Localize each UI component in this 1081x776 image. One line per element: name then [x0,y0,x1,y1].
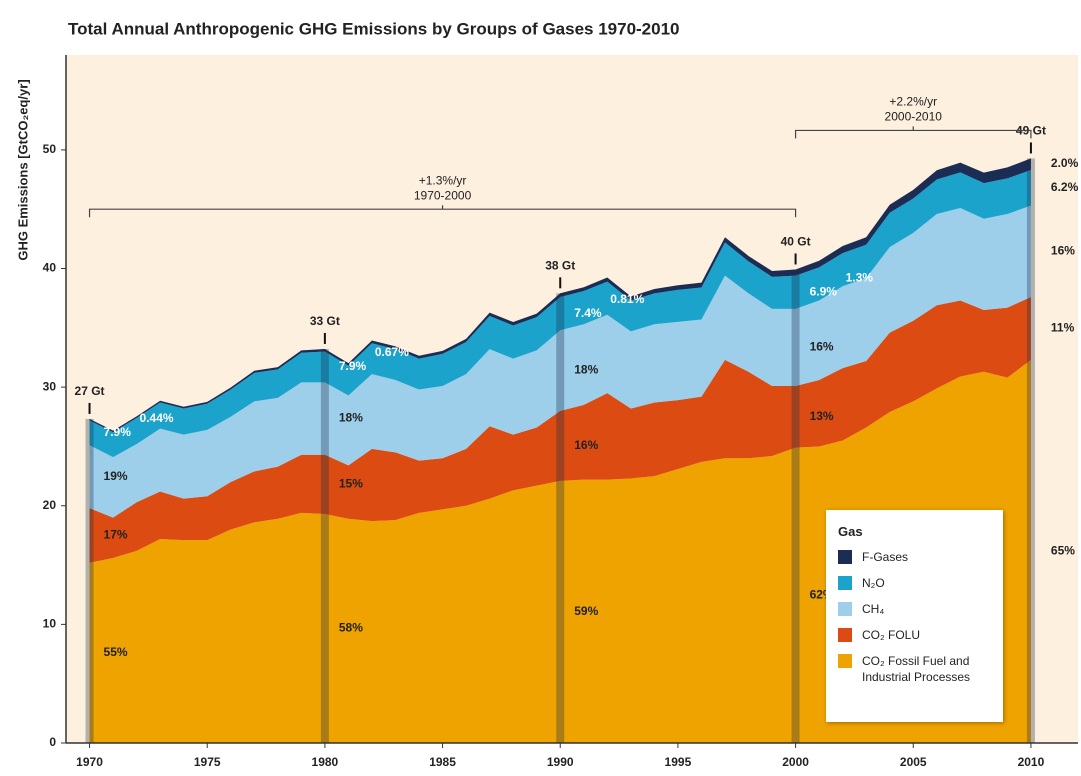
bracket [88,205,797,218]
x-tick-label: 1995 [665,755,692,769]
chart-title: Total Annual Anthropogenic GHG Emissions… [68,19,680,38]
share-label: 65% [1051,544,1075,558]
x-tick-label: 1975 [194,755,221,769]
legend-swatch [838,602,852,616]
y-tick-label: 20 [43,498,57,512]
area [89,296,1031,563]
share-label: 0.44% [140,411,174,425]
legend-item: F-Gases [838,549,991,565]
share-label: 59% [574,604,598,618]
bracket-sublabel: 2000-2010 [885,110,943,124]
legend-swatch [838,654,852,668]
marker-column [1026,158,1035,743]
share-label: 18% [574,363,598,377]
marker-column [85,418,94,743]
legend-label: N₂O [862,576,885,590]
legend-item: N₂O [838,575,991,591]
y-axis-label: GHG Emissions [GtCO₂eq/yr] [15,79,30,260]
legend-swatch [838,550,852,564]
marker-column [791,269,800,743]
area [89,205,1031,518]
legend-label: CH₄ [862,602,885,616]
share-label: 19% [104,469,128,483]
share-label: 6.2% [1051,180,1079,194]
bracket-sublabel: 1970-2000 [414,188,472,202]
x-tick-label: 1980 [312,755,339,769]
total-label: 38 Gt [545,258,575,272]
bracket-label: +2.2%/yr [889,95,937,109]
legend-item: CO₂ FOLU [838,627,991,643]
x-tick-label: 2000 [782,755,809,769]
legend-label: F-Gases [862,550,909,564]
x-tick-label: 2005 [900,755,927,769]
share-label: 15% [339,477,363,491]
x-tick-label: 2010 [1018,755,1045,769]
x-tick-label: 1985 [429,755,456,769]
share-label: 0.81% [610,292,644,306]
bracket [794,126,1032,139]
total-label: 40 Gt [781,235,811,249]
share-label: 16% [1051,243,1075,257]
x-tick-label: 1990 [547,755,574,769]
y-tick-label: 0 [49,735,56,749]
area [89,170,1031,458]
total-label: 27 Gt [75,384,105,398]
legend-swatch [838,628,852,642]
share-label: 6.9% [810,284,838,298]
total-label: 33 Gt [310,314,340,328]
y-tick-label: 10 [43,617,57,631]
legend-swatch [838,576,852,590]
marker-column [556,293,565,743]
share-label: 16% [810,340,834,354]
legend-item: CH₄ [838,601,991,617]
share-label: 7.4% [574,306,602,320]
legend-label: CO₂ FOLU [862,628,920,642]
legend: Gas F-Gases N₂O CH₄ CO₂ FOLU CO₂ Fossil Fuel… [826,510,1003,722]
share-label: 16% [574,438,598,452]
marker-column [320,348,329,743]
bracket-label: +1.3%/yr [419,173,467,187]
x-tick-label: 1970 [76,755,103,769]
share-label: 7.9% [339,359,367,373]
share-label: 1.3% [846,270,874,284]
share-label: 7.9% [104,425,132,439]
share-label: 18% [339,411,363,425]
share-label: 11% [1051,321,1075,335]
share-label: 17% [104,528,128,542]
legend-label: CO₂ Fossil Fuel and Industrial Processes [862,654,971,684]
share-label: 13% [810,409,834,423]
legend-item: CO₂ Fossil Fuel and Industrial Processes [838,653,991,685]
share-label: 0.67% [375,345,409,359]
area [89,158,1031,433]
share-label: 2.0% [1051,156,1079,170]
y-tick-label: 30 [43,379,57,393]
legend-title: Gas [838,524,863,539]
share-label: 55% [104,645,128,659]
y-tick-label: 50 [43,142,57,156]
area [89,359,1031,743]
y-tick-label: 40 [43,261,57,275]
share-label: 58% [339,621,363,635]
